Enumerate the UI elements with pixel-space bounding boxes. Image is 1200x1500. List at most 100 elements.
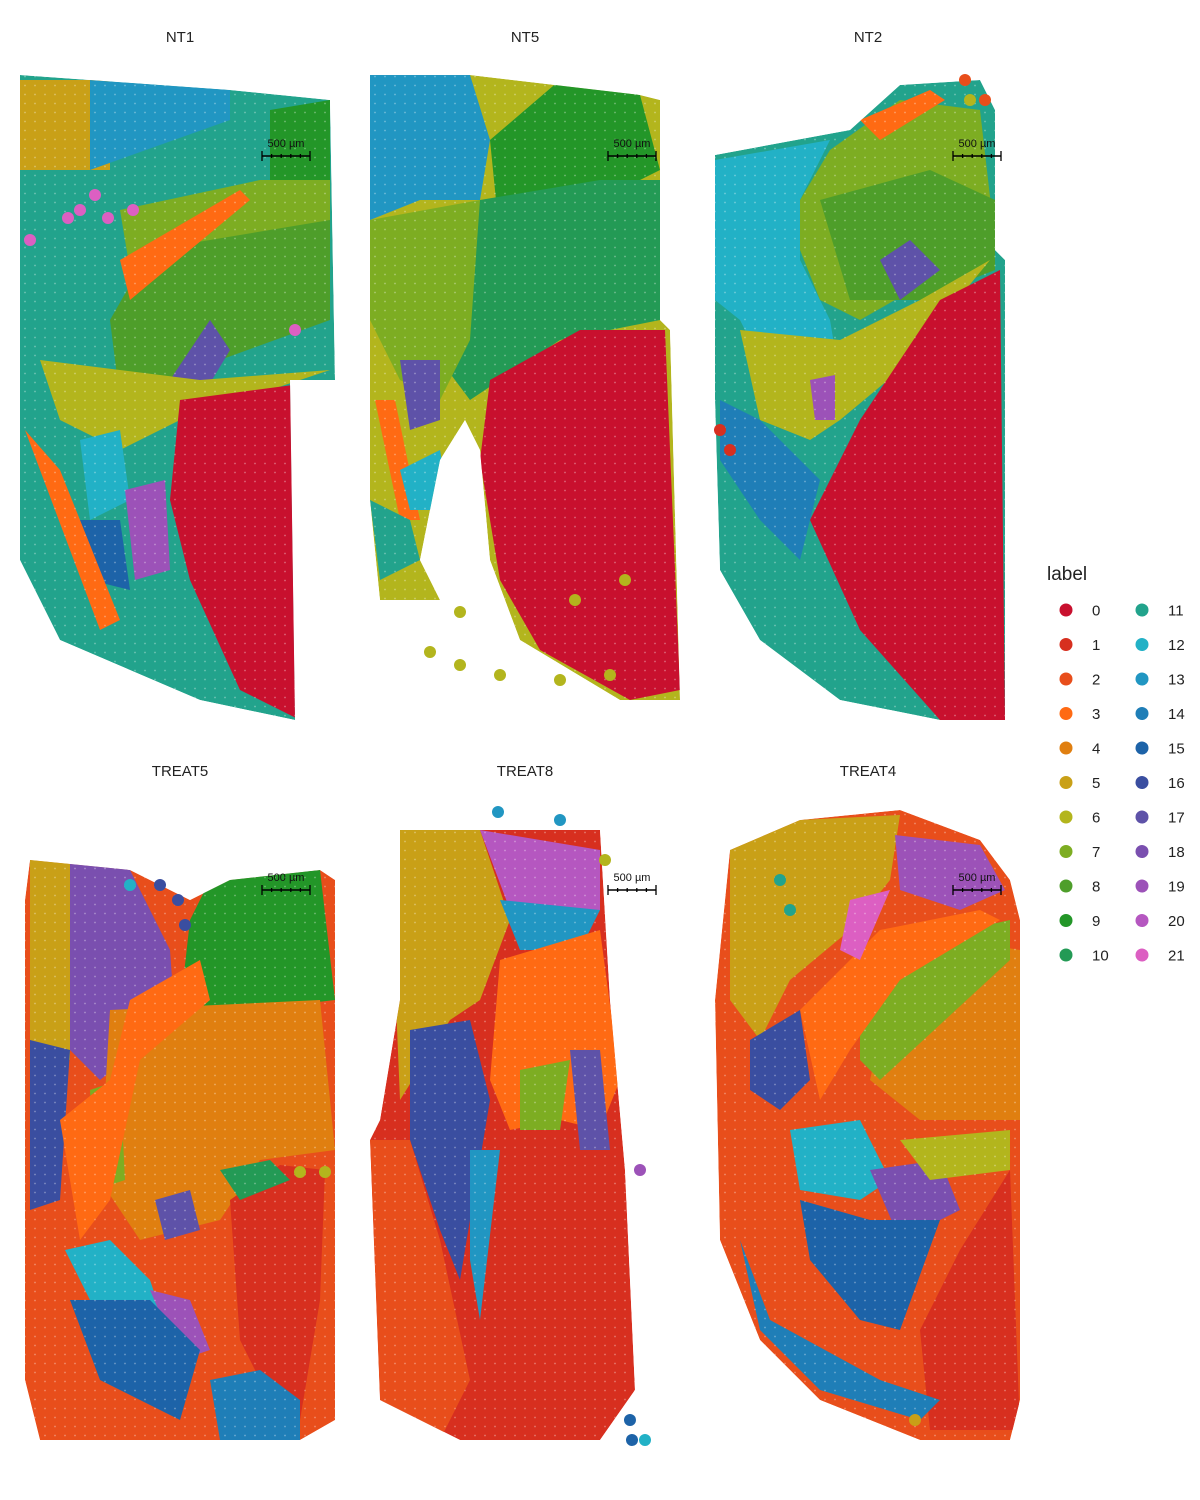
legend-label: 0	[1092, 603, 1100, 620]
legend-swatch	[1059, 948, 1073, 962]
panel-treat8: TREAT8 500 µm	[370, 763, 657, 1446]
legend-item-5: 5	[1059, 775, 1100, 792]
legend-swatch	[1059, 879, 1073, 893]
legend-label: 1	[1092, 637, 1100, 654]
legend-item-16: 16	[1135, 775, 1185, 792]
legend-swatch	[1135, 741, 1149, 755]
scale-bar-label: 500 µm	[959, 138, 996, 150]
legend-swatch	[1135, 914, 1149, 927]
legend-label: 8	[1092, 879, 1100, 896]
spot-texture	[715, 810, 1020, 1440]
legend-swatch	[1135, 948, 1149, 962]
legend-item-12: 12	[1135, 637, 1185, 654]
panel-treat4: TREAT4 500 µm	[715, 763, 1020, 1440]
legend-item-21: 21	[1135, 948, 1185, 965]
legend-item-1: 1	[1059, 637, 1100, 654]
scale-bar-label: 500 µm	[614, 872, 651, 884]
spot-label-6	[554, 674, 566, 686]
legend-label: 16	[1168, 775, 1185, 792]
spot-label-15	[624, 1414, 636, 1426]
title-nt1: NT1	[166, 29, 194, 46]
scale-bar: 500 µm	[952, 872, 1002, 895]
legend-swatch	[1135, 638, 1149, 651]
spot-texture	[370, 75, 680, 700]
spot-label-21	[62, 212, 74, 224]
legend-item-20: 20	[1135, 913, 1185, 930]
tissue-section	[25, 860, 335, 1440]
legend-item-2: 2	[1059, 672, 1100, 689]
region-label-19	[440, 500, 465, 532]
legend-swatch	[1135, 845, 1149, 858]
legend-swatch	[1059, 845, 1073, 858]
legend-swatch	[1059, 672, 1073, 686]
spot-label-2	[979, 94, 991, 106]
legend-swatch	[1059, 638, 1073, 651]
legend-label: 12	[1168, 637, 1185, 654]
spot-label-6	[494, 669, 506, 681]
spot-label-6	[619, 574, 631, 586]
legend-label: 11	[1168, 603, 1184, 620]
spot-label-15	[626, 1434, 638, 1446]
spot-label-6	[294, 1166, 306, 1178]
legend-item-11: 11	[1135, 603, 1184, 620]
legend-swatch	[1135, 776, 1149, 789]
tissue-section	[715, 810, 1020, 1440]
spot-label-1	[714, 424, 726, 436]
panel-nt2: NT2 500 µm	[714, 29, 1005, 720]
panel-treat5: TREAT5 500 µm	[25, 763, 335, 1440]
legend-item-19: 19	[1135, 879, 1185, 896]
legend-item-3: 3	[1059, 706, 1100, 723]
legend-label: 18	[1168, 844, 1185, 861]
spot-label-6	[454, 606, 466, 618]
tissue-section	[370, 830, 635, 1440]
legend-swatch	[1135, 879, 1149, 893]
spot-label-21	[89, 189, 101, 201]
legend-swatch	[1059, 603, 1073, 617]
legend-label: 19	[1168, 879, 1185, 896]
scale-bar-label: 500 µm	[614, 138, 651, 150]
scale-bar-label: 500 µm	[268, 872, 305, 884]
legend-swatch	[1059, 810, 1073, 824]
legend-item-17: 17	[1135, 810, 1185, 827]
spot-label-1	[724, 444, 736, 456]
spot-label-16	[172, 894, 184, 906]
spot-label-13	[554, 814, 566, 826]
panel-nt5: NT5 500 µm	[370, 29, 680, 700]
legend-label: 3	[1092, 706, 1100, 723]
scale-bar-label: 500 µm	[268, 138, 305, 150]
scale-bar: 500 µm	[607, 138, 657, 161]
legend-item-8: 8	[1059, 879, 1100, 896]
title-nt5: NT5	[511, 29, 539, 46]
spot-texture	[715, 80, 1005, 720]
legend-swatch	[1059, 914, 1073, 927]
spot-label-6	[599, 854, 611, 866]
scale-bar: 500 µm	[261, 872, 311, 895]
legend-item-9: 9	[1059, 913, 1100, 930]
spot-label-6	[604, 669, 616, 681]
legend-item-4: 4	[1059, 741, 1100, 758]
legend-item-14: 14	[1135, 706, 1185, 723]
legend-label: 14	[1168, 706, 1185, 723]
scale-bar-label: 500 µm	[959, 872, 996, 884]
spot-label-16	[179, 919, 191, 931]
legend-label: 7	[1092, 844, 1100, 861]
spot-texture	[370, 830, 635, 1440]
legend-swatch	[1059, 707, 1073, 720]
legend-label: 17	[1168, 810, 1185, 827]
spot-texture	[25, 860, 335, 1440]
legend-swatch	[1135, 810, 1149, 824]
legend-label: 20	[1168, 913, 1185, 930]
legend-swatch	[1135, 707, 1149, 720]
legend-label: 9	[1092, 913, 1100, 930]
spot-label-6	[424, 646, 436, 658]
spot-label-16	[154, 879, 166, 891]
scale-bar: 500 µm	[607, 872, 657, 895]
tissue-section	[370, 75, 680, 700]
spot-label-6	[964, 94, 976, 106]
title-treat8: TREAT8	[497, 763, 553, 780]
legend-item-7: 7	[1059, 844, 1100, 861]
panel-nt1: NT1 500 µm	[20, 29, 335, 720]
spot-label-13	[492, 806, 504, 818]
title-treat5: TREAT5	[152, 763, 208, 780]
